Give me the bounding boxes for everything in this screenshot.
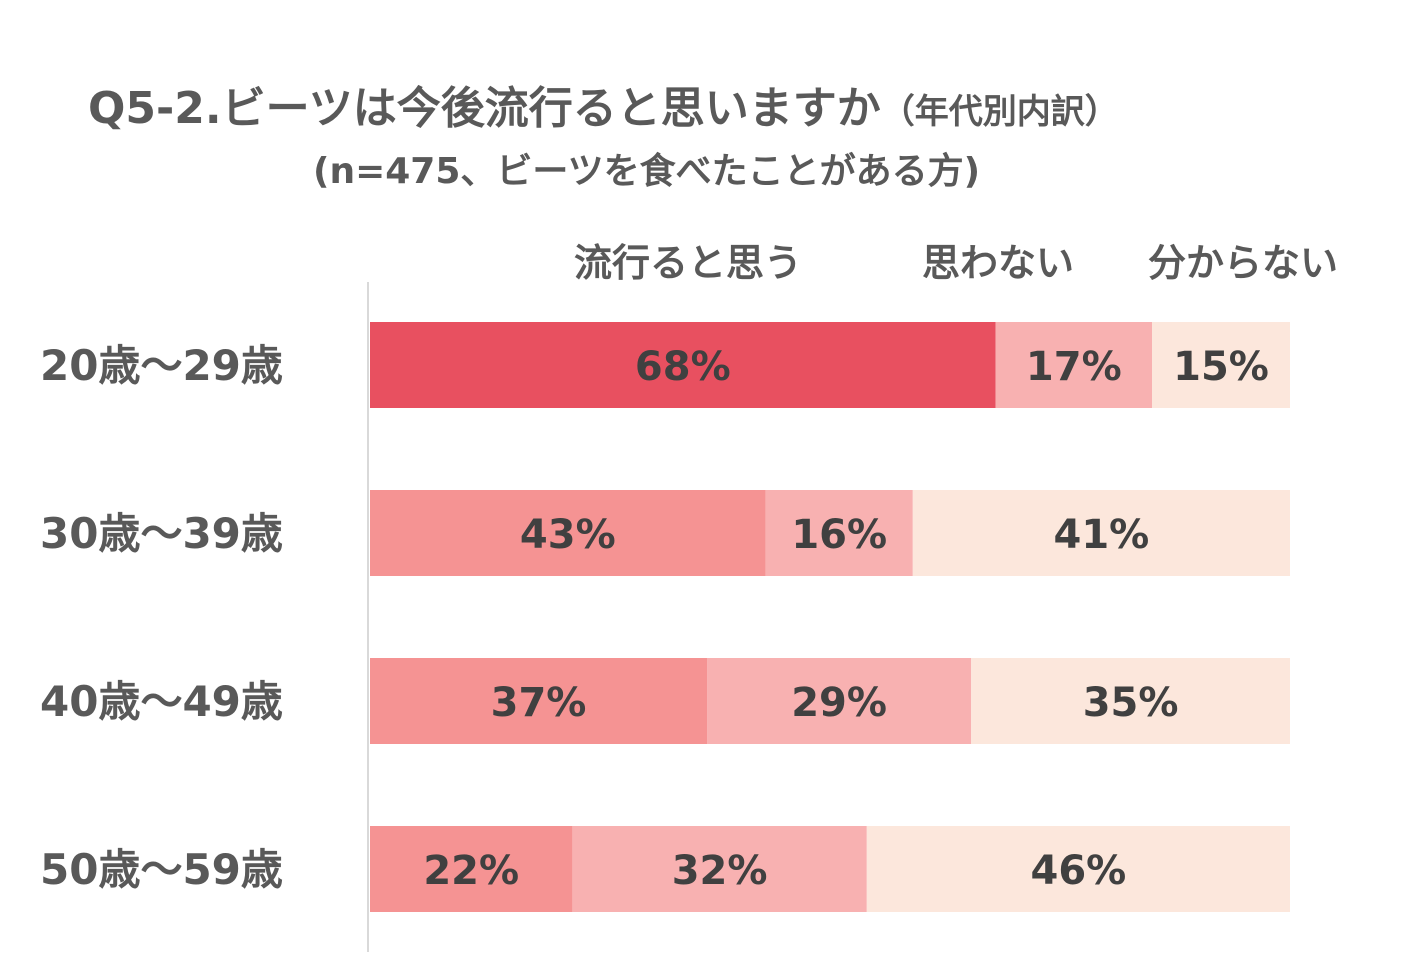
chart-title: Q5-2.ビーツは今後流行ると思いますか（年代別内訳） [88,72,1119,136]
category-label-1: 30歳～39歳 [40,509,283,558]
bar-unknown-2 [971,658,1290,744]
data-label-yes-0: 68% [635,344,731,390]
bar-no-0 [995,322,1152,408]
category-label-2: 40歳～49歳 [40,677,283,726]
bar-no-3 [572,826,867,912]
bar-no-2 [707,658,972,744]
data-label-unknown-3: 46% [1031,848,1127,894]
bar-unknown-1 [912,490,1290,576]
bar-yes-1 [370,490,766,576]
bar-unknown-3 [866,826,1290,912]
data-label-no-2: 29% [791,680,887,726]
legend-label-unknown: 分からない [1148,241,1339,285]
data-label-no-1: 16% [791,512,887,558]
category-label-0: 20歳～29歳 [40,341,283,390]
chart-title-paren: （年代別内訳） [880,92,1119,132]
bar-yes-2 [370,658,708,744]
bar-yes-0 [370,322,996,408]
data-label-yes-1: 43% [520,512,616,558]
bar-no-1 [765,490,913,576]
data-label-no-3: 32% [672,848,768,894]
category-label-3: 50歳～59歳 [40,845,283,894]
bar-yes-3 [370,826,573,912]
chart-subtitle: (n=475、ビーツを食べたことがある方) [313,151,981,192]
legend-label-no: 思わない [922,241,1075,285]
bar-unknown-0 [1152,322,1290,408]
data-label-unknown-0: 15% [1173,344,1269,390]
data-label-yes-2: 37% [491,680,587,726]
data-label-no-0: 17% [1026,344,1122,390]
data-label-yes-3: 22% [423,848,519,894]
legend-label-yes: 流行ると思う [574,241,803,285]
chart-title-main: Q5-2.ビーツは今後流行ると思いますか [88,83,881,134]
data-label-unknown-2: 35% [1083,680,1179,726]
data-label-unknown-1: 41% [1054,512,1150,558]
